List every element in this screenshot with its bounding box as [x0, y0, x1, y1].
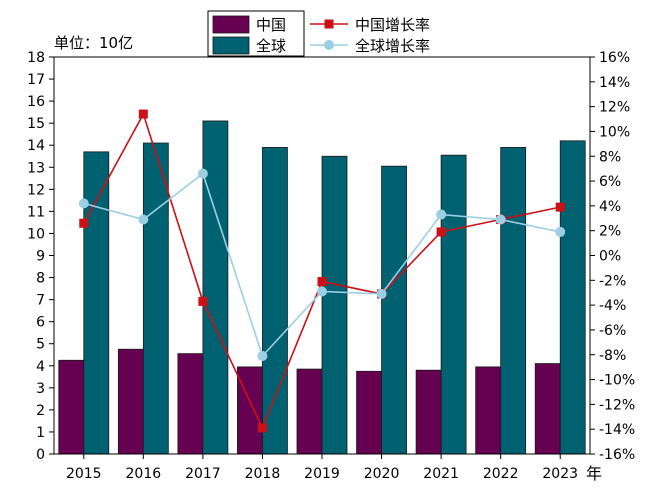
bar-china-2016	[117, 348, 144, 455]
point-global-growth-2021	[436, 209, 447, 220]
point-china-growth-2015	[79, 218, 89, 228]
left-tick-label: 9	[36, 249, 45, 265]
bar-china-2019	[296, 368, 323, 455]
legend-label-global: 全球	[256, 37, 286, 55]
right-tick-label: 0%	[599, 249, 621, 265]
point-global-growth-2022	[495, 214, 506, 225]
point-china-growth-2023	[555, 202, 565, 212]
bar-global-2019	[321, 155, 348, 455]
right-tick-label: -4%	[599, 298, 626, 314]
axes-layer: 0123456789101112131415161718-16%-14%-12%…	[27, 50, 635, 482]
left-tick-label: 2	[36, 403, 45, 419]
bar-china-2018	[237, 366, 263, 455]
right-tick-label: -6%	[599, 323, 626, 339]
point-china-growth-2016	[138, 109, 148, 119]
point-global-growth-2018	[257, 350, 268, 361]
bar-china-2022	[475, 366, 502, 455]
lines-layer	[78, 109, 566, 433]
point-global-growth-2017	[197, 168, 208, 179]
left-tick-label: 18	[27, 50, 45, 66]
legend-item-china-growth: 中国增长率	[310, 16, 430, 34]
bar-global-2023	[559, 140, 586, 455]
right-tick-label: -2%	[599, 273, 626, 289]
point-global-growth-2020	[376, 288, 387, 299]
left-tick-label: 1	[36, 425, 45, 441]
x-tick-label: 2019	[304, 466, 340, 482]
point-china-growth-2018	[257, 423, 267, 433]
right-tick-label: 8%	[599, 149, 621, 165]
bar-china-2023	[534, 363, 561, 455]
right-tick-label: -8%	[599, 348, 626, 364]
right-tick-label: 12%	[599, 100, 630, 116]
legend-swatch-global	[212, 36, 250, 55]
point-global-growth-2019	[317, 286, 327, 297]
x-tick-label: 2022	[483, 466, 519, 482]
bar-china-2020	[356, 370, 382, 455]
legend-label-global-growth: 全球增长率	[355, 37, 430, 55]
x-tick-label: 2023	[542, 466, 578, 482]
right-tick-label: 14%	[599, 75, 630, 91]
bar-global-2015	[83, 151, 110, 455]
bars-layer	[58, 120, 586, 455]
left-tick-label: 3	[36, 381, 45, 397]
left-tick-label: 7	[36, 293, 45, 309]
bar-global-2021	[440, 154, 467, 455]
left-tick-label: 8	[36, 271, 45, 287]
left-tick-label: 11	[27, 204, 45, 220]
point-global-growth-2016	[138, 214, 149, 225]
legend-label-china: 中国	[256, 16, 286, 34]
legend-marker-global-growth	[324, 40, 334, 50]
bar-china-2021	[415, 369, 442, 455]
point-china-growth-2017	[198, 296, 208, 306]
right-tick-label: 6%	[599, 174, 621, 190]
legend-item-global-growth: 全球增长率	[310, 37, 430, 55]
right-tick-label: 2%	[599, 224, 621, 240]
legend-label-china-growth: 中国增长率	[355, 16, 430, 34]
right-tick-label: -12%	[599, 397, 635, 413]
legend-item-global: 全球	[212, 36, 286, 55]
point-global-growth-2023	[555, 226, 566, 237]
bar-global-2020	[381, 165, 407, 455]
left-tick-label: 0	[36, 447, 45, 463]
right-tick-label: 16%	[599, 50, 630, 66]
right-tick-label: -10%	[599, 373, 635, 389]
x-tick-label: 2020	[364, 466, 400, 482]
left-tick-label: 14	[27, 138, 45, 154]
x-tick-label: 2017	[185, 466, 221, 482]
bar-global-2016	[142, 142, 169, 455]
bar-global-2022	[500, 147, 527, 455]
point-china-growth-2019	[317, 277, 327, 287]
left-tick-label: 12	[27, 182, 45, 198]
left-tick-label: 17	[27, 72, 45, 88]
point-china-growth-2021	[436, 227, 446, 237]
bar-china-2017	[177, 353, 204, 455]
right-tick-label: 10%	[599, 124, 630, 140]
x-tick-label: 2021	[423, 466, 459, 482]
bar-global-2018	[262, 147, 288, 455]
legend-item-china: 中国	[212, 15, 286, 34]
point-global-growth-2015	[78, 198, 89, 209]
bar-global-2017	[202, 120, 229, 455]
right-tick-label: -14%	[599, 422, 635, 438]
bar-china-2015	[58, 359, 85, 455]
right-tick-label: 4%	[599, 199, 621, 215]
unit-label: 单位：10亿	[54, 34, 133, 52]
x-tick-label: 2018	[245, 466, 281, 482]
left-tick-label: 13	[27, 160, 45, 176]
right-tick-label: -16%	[599, 447, 635, 463]
left-tick-label: 15	[27, 116, 45, 132]
left-tick-label: 6	[36, 315, 45, 331]
left-tick-label: 10	[27, 226, 45, 242]
x-tick-label: 2016	[126, 466, 162, 482]
x-tick-label: 2015	[66, 466, 102, 482]
x-unit-label: 年	[586, 464, 602, 483]
legend-marker-china-growth	[324, 19, 334, 29]
legend-swatch-china	[212, 15, 250, 34]
left-tick-label: 4	[36, 359, 45, 375]
left-tick-label: 16	[27, 94, 45, 110]
left-tick-label: 5	[36, 337, 45, 353]
legend-frame	[207, 10, 305, 57]
